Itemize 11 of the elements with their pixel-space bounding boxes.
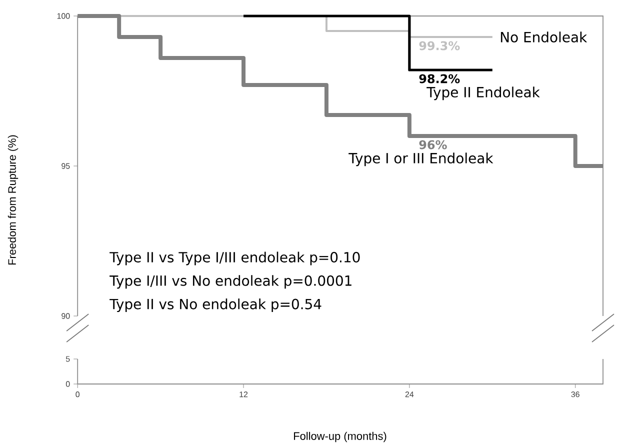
series-label: No Endoleak (500, 32, 588, 42)
y-axis-title: Freedom from Rupture (%) (8, 135, 18, 265)
series-label: Type I or III Endoleak (348, 152, 494, 166)
data-label: 96% (419, 140, 447, 150)
annotation: Type I/III vs No endoleak p=0.0001 (110, 275, 352, 289)
series-label: Type II Endoleak (426, 86, 540, 100)
data-label: 99.3% (419, 41, 460, 50)
annotation: Type II vs Type I/III endoleak p=0.10 (110, 252, 360, 266)
annotation: Type II vs No endoleak p=0.54 (110, 298, 322, 312)
data-label: 98.2% (419, 74, 460, 84)
x-axis-title: Follow-up (months) (294, 432, 386, 442)
